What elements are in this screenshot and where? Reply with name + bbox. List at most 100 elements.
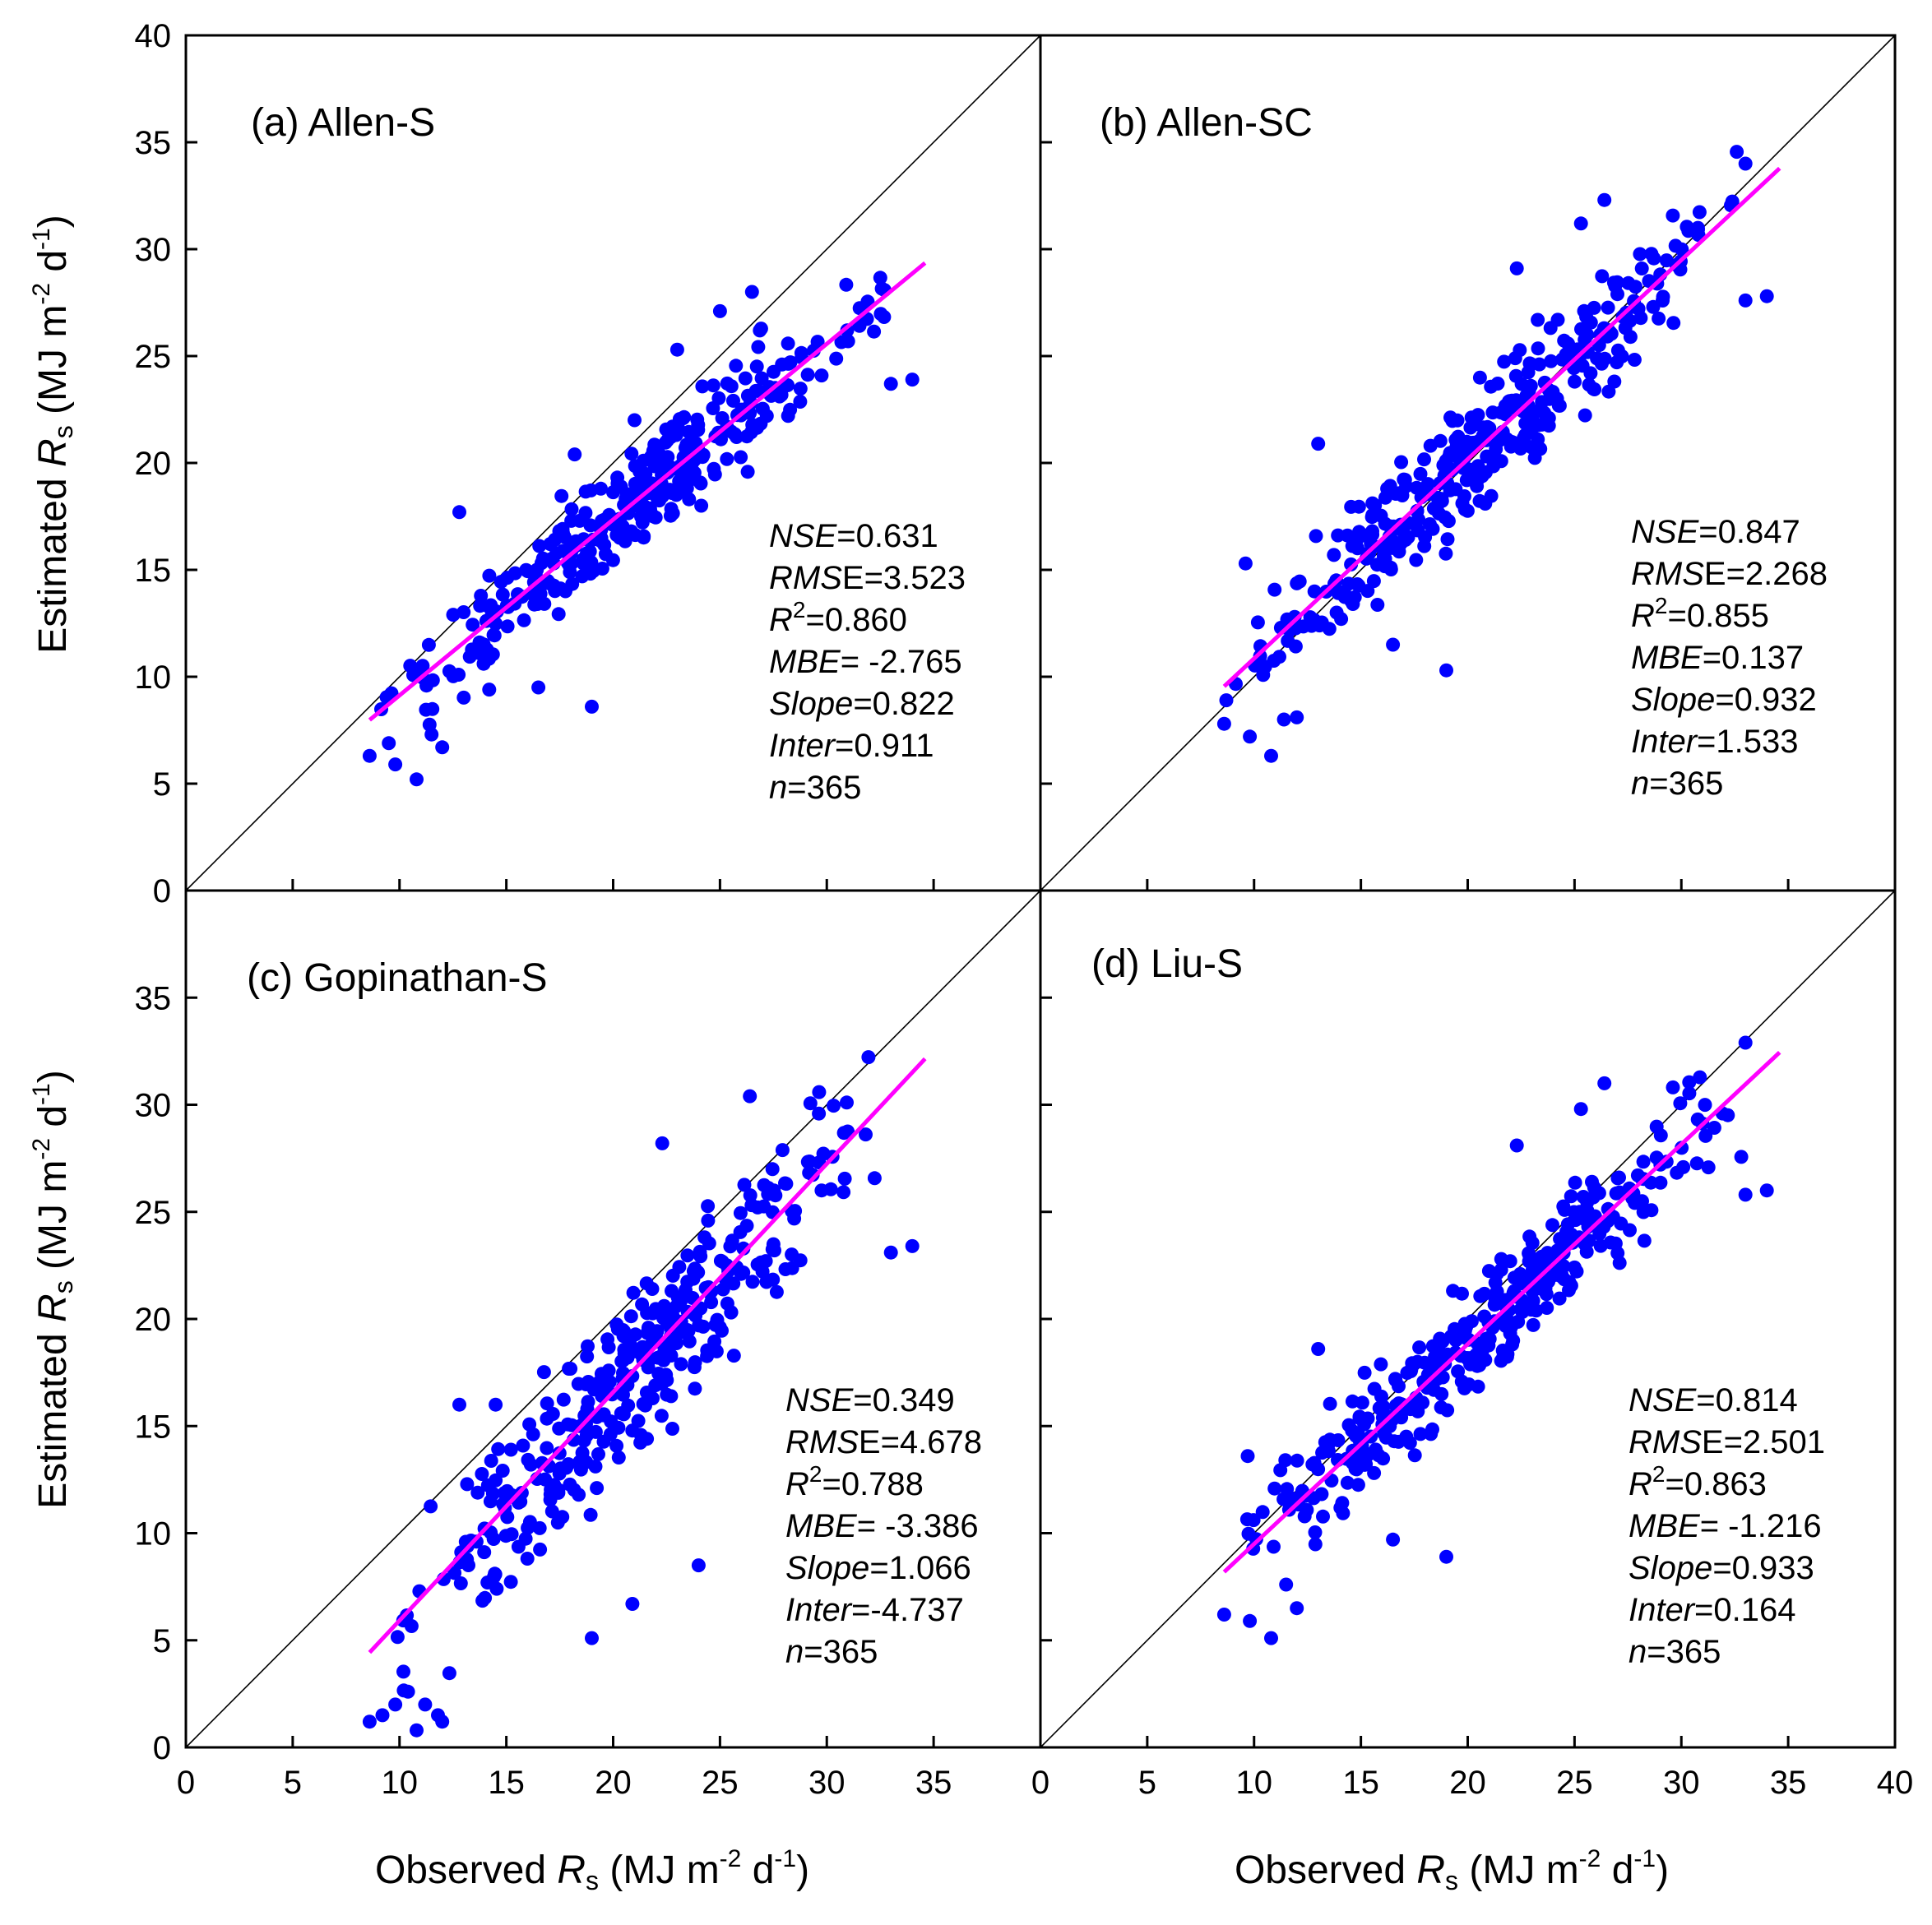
data-point	[1668, 238, 1683, 253]
data-point	[564, 502, 579, 516]
data-point	[1643, 1175, 1658, 1190]
data-point	[1460, 503, 1475, 518]
data-point	[1366, 574, 1381, 589]
data-point	[1439, 546, 1453, 561]
data-point	[1351, 541, 1364, 556]
data-point	[766, 1272, 781, 1287]
data-point	[1410, 1398, 1425, 1413]
data-point	[540, 1396, 554, 1411]
data-point	[585, 699, 599, 714]
fit-line	[1222, 166, 1781, 688]
data-point	[401, 1684, 415, 1699]
data-point	[581, 1395, 595, 1409]
data-point	[557, 530, 572, 544]
data-point	[781, 356, 795, 371]
stat-mbe: MBE=0.137	[1631, 640, 1804, 676]
data-point	[1484, 379, 1499, 394]
data-point	[1666, 1080, 1680, 1094]
data-point	[1451, 429, 1466, 444]
data-point	[709, 1344, 724, 1358]
data-point	[626, 1285, 641, 1300]
data-point	[583, 518, 598, 533]
data-point	[744, 285, 759, 299]
data-point	[1564, 1189, 1578, 1204]
data-point	[1527, 451, 1542, 465]
data-point	[1425, 521, 1440, 536]
data-point	[1439, 1549, 1453, 1564]
data-point	[1682, 1086, 1697, 1101]
data-point	[680, 1248, 695, 1263]
data-point	[1433, 1331, 1448, 1346]
data-point	[1388, 1372, 1403, 1387]
data-point	[702, 1236, 716, 1251]
data-point	[1464, 1314, 1479, 1329]
data-point	[1550, 312, 1565, 327]
data-point	[545, 1407, 560, 1421]
data-point	[495, 587, 510, 602]
data-point	[491, 1441, 506, 1456]
data-point	[600, 1332, 615, 1347]
data-point	[1409, 553, 1424, 567]
data-point	[745, 1275, 760, 1289]
y-axis-title-top: Estimated Rs (MJ m-2 d-1)	[28, 215, 78, 653]
data-point	[551, 607, 566, 622]
data-point	[704, 1295, 719, 1310]
data-point	[1290, 710, 1304, 724]
data-point	[1513, 1302, 1528, 1316]
data-point	[486, 627, 501, 642]
x-tick-label: 0	[177, 1765, 195, 1801]
data-point	[590, 1481, 605, 1496]
data-point	[829, 351, 844, 366]
data-point	[533, 1542, 548, 1557]
data-point	[1490, 1266, 1504, 1281]
data-point	[751, 340, 766, 354]
data-point	[1434, 1386, 1449, 1401]
data-point	[568, 447, 582, 462]
data-point	[1633, 311, 1648, 326]
data-point	[1656, 294, 1670, 308]
data-point	[1601, 384, 1616, 399]
data-point	[1365, 527, 1380, 542]
data-point	[1721, 1108, 1735, 1122]
data-point	[1420, 477, 1435, 492]
data-point	[555, 1510, 570, 1525]
stat-r2: R2=0.788	[785, 1461, 924, 1502]
data-point	[744, 1198, 759, 1213]
data-point	[522, 1515, 537, 1529]
y-tick-label: 25	[135, 339, 172, 375]
data-point	[614, 1354, 629, 1368]
data-point	[1621, 275, 1636, 290]
data-point	[701, 1213, 716, 1228]
data-point	[1691, 222, 1705, 237]
stat-rmse: RMSE=2.268	[1631, 556, 1828, 592]
data-point	[658, 435, 673, 450]
data-point	[655, 1377, 669, 1391]
data-point	[1494, 1354, 1508, 1368]
data-point	[1738, 293, 1753, 308]
data-point	[1451, 1364, 1466, 1379]
data-point	[453, 1576, 468, 1590]
data-point	[1413, 466, 1428, 481]
data-point	[873, 271, 887, 285]
data-point	[1456, 1330, 1471, 1344]
data-point	[580, 557, 595, 571]
data-point	[1394, 455, 1409, 470]
data-point	[783, 402, 798, 417]
data-point	[660, 1302, 675, 1316]
data-point	[1652, 311, 1666, 326]
data-point	[669, 428, 683, 442]
data-point	[504, 1527, 519, 1542]
scatter-points	[1216, 145, 1774, 763]
data-point	[623, 1309, 638, 1324]
data-point	[544, 1504, 559, 1519]
data-point	[1367, 1465, 1382, 1480]
data-point	[1634, 261, 1649, 275]
panel-label: (d) Liu-S	[1091, 942, 1243, 986]
data-point	[715, 1254, 730, 1269]
data-point	[1305, 1457, 1320, 1472]
data-point	[836, 1126, 851, 1141]
data-point	[778, 1262, 793, 1276]
data-point	[1378, 540, 1392, 554]
